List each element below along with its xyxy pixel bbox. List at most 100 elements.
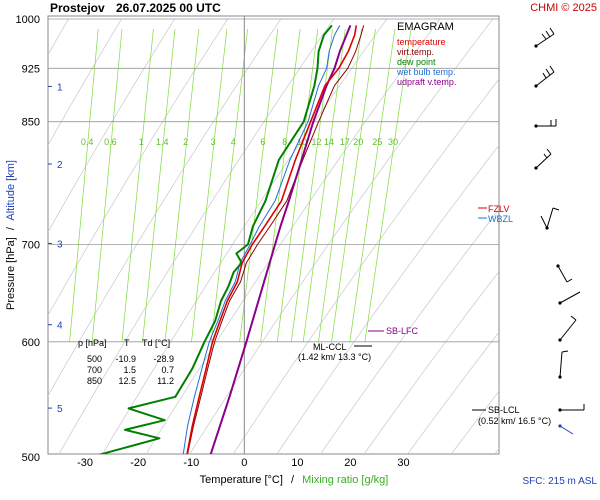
table-cell: 12.5: [118, 376, 136, 386]
table-header-t: T: [124, 338, 130, 348]
legend-dew-point: dew point: [397, 57, 436, 67]
dry-adiabat-line: [48, 18, 228, 316]
x-axis-temperature: Temperature [°C]: [200, 474, 283, 486]
legend-wet-bulb: wet bulb temp.: [396, 67, 456, 77]
wind-barb-icon: [536, 119, 557, 127]
pressure-tick-label: 925: [22, 63, 40, 75]
mixing-ratio-tick-label: 8: [282, 137, 287, 147]
series-line-dew-point: [98, 24, 333, 454]
table-cell: -28.9: [153, 354, 174, 364]
wind-barb-icon: [540, 207, 560, 229]
x-axis-sep: /: [291, 474, 295, 486]
temperature-tick-label: 30: [397, 457, 409, 469]
mixing-ratio-tick-label: 2: [183, 137, 188, 147]
surface-elevation: SFC: 215 m ASL: [523, 476, 598, 487]
wind-barb-icon: [559, 315, 577, 341]
credit-label: CHMI © 2025: [530, 2, 597, 14]
mixing-ratio-tick-label: 25: [372, 137, 382, 147]
station-name: Prostejov: [50, 1, 105, 15]
legend-temperature: temperature: [397, 37, 446, 47]
mixing-ratio-tick-label: 17: [340, 137, 350, 147]
pressure-tick-labels: 1000 925 850 700 600 500: [16, 14, 40, 464]
dry-adiabats: [48, 18, 600, 457]
table-cell: 11.2: [157, 376, 174, 386]
wind-barb-icon: [560, 404, 585, 411]
dry-adiabat-line: [407, 331, 499, 454]
series-line-virt-temp: [187, 25, 365, 454]
wind-barb-icon: [535, 148, 552, 169]
dry-adiabat-line: [48, 18, 122, 146]
series-line-wet-bulb-temp: [182, 25, 341, 454]
profile-lines: [98, 24, 365, 454]
mixing-ratio-tick-label: 6: [260, 137, 265, 147]
pressure-tick-label: 600: [22, 337, 40, 349]
series-line-temperature: [186, 25, 358, 454]
altitude-tick-label: 5: [57, 404, 63, 415]
sb-lcl-detail: (0.52 km/ 16.5 °C): [478, 416, 551, 426]
temperature-tick-labels: -30 -20 -10 0 10 20 30: [77, 457, 409, 469]
wind-barb-icon: [557, 265, 573, 283]
temperature-tick-label: 0: [241, 457, 247, 469]
dry-adiabat-line: [102, 18, 388, 454]
wind-barb-icon: [559, 350, 569, 378]
mixing-ratio-line: [290, 28, 333, 342]
dry-adiabat-line: [536, 19, 600, 457]
sounding-table: p [hPa] T Td [°C] 500 -10.9 -28.9 700 1.…: [78, 338, 174, 386]
wind-barbs: [535, 27, 585, 435]
datetime-label: 26.07.2025 00 UTC: [116, 1, 221, 15]
table-header-td: Td [°C]: [142, 338, 170, 348]
x-axis-mixing: Mixing ratio [g/kg]: [302, 474, 388, 486]
temperature-tick-label: 20: [344, 457, 356, 469]
mixing-ratio-labels: 0.4 0.6 1 1.4 2 3 4 6 8 10 12 14 17 20 25 30: [81, 137, 398, 147]
mixing-ratio-tick-label: 3: [211, 137, 216, 147]
dry-adiabat-line: [58, 18, 334, 454]
pressure-gridlines: [48, 18, 499, 343]
table-cell: 850: [87, 376, 102, 386]
wind-barb-icon: [559, 425, 574, 435]
mixing-ratio-tick-label: 12: [311, 137, 321, 147]
mixing-ratio-line: [164, 28, 200, 342]
table-cell: 500: [87, 354, 102, 364]
series-line-udpraft-v-temp: [209, 25, 352, 454]
altitude-tick-label: 2: [57, 160, 63, 171]
mixing-ratio-tick-label: 0.4: [81, 137, 94, 147]
dry-adiabat-line: [48, 18, 175, 233]
y-axis-sep: /: [5, 226, 17, 230]
mixing-ratio-tick-label: 20: [353, 137, 363, 147]
mixing-ratio-tick-label: 0.6: [104, 137, 117, 147]
level-annotations: FZLV WBZL SB-LFC ML-CCL (1.42 km/ 13.3 °…: [298, 204, 551, 426]
y-axis-altitude: Altitude [km]: [5, 160, 17, 221]
mixing-ratio-line: [91, 28, 123, 342]
mixing-ratio-line: [121, 28, 154, 342]
mixing-ratio-line: [239, 28, 279, 342]
dry-adiabat-line: [320, 208, 499, 454]
wind-barb-icon: [535, 27, 555, 47]
wind-barb-dots: [534, 44, 562, 428]
mixing-ratio-line: [69, 28, 99, 342]
temperature-tick-label: -30: [77, 457, 93, 469]
mixing-ratio-tick-label: 4: [231, 137, 236, 147]
sb-lfc-label: SB-LFC: [386, 326, 419, 336]
mixing-ratio-line: [318, 28, 362, 342]
mixing-ratio-tick-label: 14: [324, 137, 334, 147]
pressure-tick-label: 850: [22, 117, 40, 129]
wbzl-label: WBZL: [488, 214, 513, 224]
wind-barb-icon: [559, 291, 581, 304]
legend: EMAGRAM temperature virt.temp. dew point…: [396, 21, 456, 87]
dry-adiabat-line: [494, 448, 499, 454]
fzlv-label: FZLV: [488, 204, 509, 214]
mixing-ratio-line: [349, 28, 396, 342]
mixing-ratio-line: [142, 28, 176, 342]
temperature-tick-label: -10: [183, 457, 199, 469]
table-cell: 1.5: [123, 365, 136, 375]
pressure-tick-label: 1000: [16, 14, 40, 26]
mixing-ratio-tick-label: 30: [388, 137, 398, 147]
table-cell: 0.7: [161, 365, 174, 375]
temperature-tick-label: -20: [130, 457, 146, 469]
mixing-ratio-line: [364, 28, 412, 342]
ml-ccl-detail: (1.42 km/ 13.3 °C): [298, 352, 371, 362]
x-axis-title: Temperature [°C] / Mixing ratio [g/kg]: [200, 474, 389, 486]
altitude-tick-label: 1: [57, 82, 63, 93]
wind-barb-icon: [535, 65, 555, 87]
